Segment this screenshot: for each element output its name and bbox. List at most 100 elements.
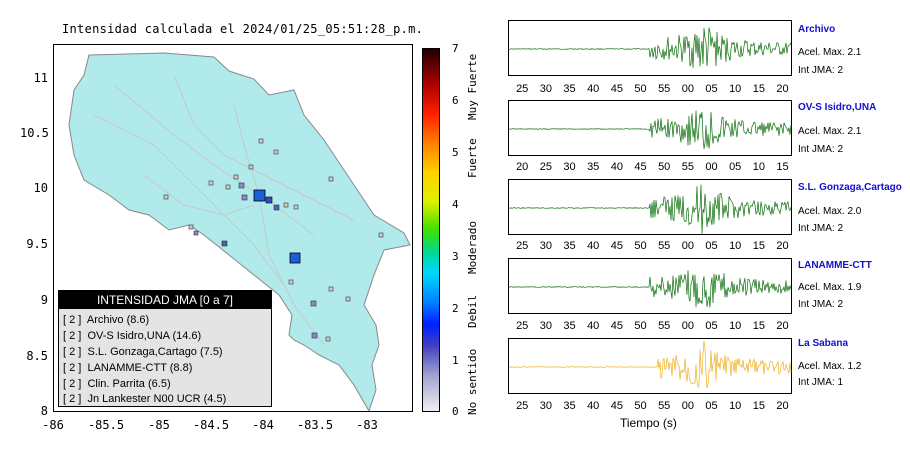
waveform-tick: 05: [705, 400, 718, 412]
waveform-tick: 25: [539, 161, 552, 173]
waveform-trace: [509, 340, 792, 389]
colorbar-tick: 6: [452, 94, 459, 107]
waveform-tick: 15: [752, 83, 765, 95]
waveform-tick: 50: [634, 320, 647, 332]
waveform-ticks: 20 25 30 35 40 45 50 55 00 05 10 15: [508, 161, 792, 173]
waveform-tick: 30: [539, 240, 552, 252]
waveform-tick: 55: [658, 83, 671, 95]
waveform-tick: 35: [563, 240, 576, 252]
waveform-tick: 10: [729, 400, 742, 412]
colorbar-label: Muy Fuerte: [466, 53, 479, 120]
waveform-tick: 20: [776, 240, 789, 252]
waveform-tick: 55: [658, 400, 671, 412]
waveform-tick: 30: [539, 400, 552, 412]
legend-level: [ 2 ]: [63, 393, 82, 405]
waveform-tick: 00: [681, 83, 694, 95]
station-acel: Acel. Max. 1.9: [798, 282, 862, 293]
colorbar-label: Moderado: [466, 221, 479, 274]
map-xtick: -85.5: [87, 418, 125, 432]
waveform-tick: 45: [610, 240, 623, 252]
waveform-tick: 20: [776, 400, 789, 412]
waveform-tick: 15: [752, 320, 765, 332]
legend-label: OV-S Isidro,UNA (14.6): [87, 330, 202, 342]
map-xtick: -83: [356, 418, 378, 432]
colorbar-tick: 4: [452, 198, 459, 211]
colorbar-label: Debil: [466, 294, 479, 328]
waveform-tick: 30: [539, 83, 552, 95]
waveform-tick: 55: [658, 240, 671, 252]
waveform-tick: 40: [587, 400, 600, 412]
colorbar-tick: 1: [452, 354, 459, 367]
waveform-tick: 45: [610, 83, 623, 95]
waveform-panel-lanamme: [508, 258, 792, 314]
waveform-panel-sl-gonzaga: [508, 179, 792, 235]
waveform-tick: 35: [563, 320, 576, 332]
waveform-tick: 10: [729, 83, 742, 95]
map-ytick: 10: [33, 181, 48, 195]
station-jma: Int JMA: 2: [798, 223, 844, 234]
waveform-panel-archivo: [508, 20, 792, 76]
waveform-line: [509, 110, 792, 149]
waveform-tick: 05: [705, 83, 718, 95]
waveform-tick: 05: [729, 161, 742, 173]
map-xtick: -85: [148, 418, 170, 432]
legend-label: Archivo (8.6): [86, 314, 150, 326]
waveform-tick: 25: [516, 320, 529, 332]
waveform-tick: 20: [776, 320, 789, 332]
station-acel: Acel. Max. 1.2: [798, 361, 862, 372]
intensity-colorbar: [422, 48, 440, 412]
waveform-tick: 00: [681, 240, 694, 252]
legend-label: S.L. Gonzaga,Cartago (7.5): [87, 346, 223, 358]
waveform-line: [509, 340, 792, 389]
waveform-tick: 00: [705, 161, 718, 173]
station-name: Archivo: [798, 24, 836, 35]
legend-label: LANAMME-CTT (8.8): [87, 362, 193, 374]
legend-row: [ 2 ] Jn Lankester N00 UCR (4.5): [63, 393, 226, 405]
legend-level: [ 2 ]: [63, 314, 82, 326]
waveform-tick: 45: [610, 320, 623, 332]
map-ytick: 9: [40, 293, 48, 307]
waveform-tick: 10: [729, 240, 742, 252]
map-ytick: 11: [33, 71, 48, 85]
map-ytick: 9.5: [26, 237, 48, 251]
colorbar-tick: 5: [452, 146, 459, 159]
waveform-tick: 35: [587, 161, 600, 173]
legend-row: [ 2 ] LANAMME-CTT (8.8): [63, 362, 192, 374]
waveform-ticks: 25 30 35 40 45 50 55 00 05 10 15 20: [508, 320, 792, 332]
waveform-tick: 55: [681, 161, 694, 173]
waveform-trace: [509, 270, 792, 308]
waveform-tick: 10: [729, 320, 742, 332]
colorbar-tick: 2: [452, 302, 459, 315]
waveform-tick: 00: [681, 320, 694, 332]
legend-label: Jn Lankester N00 UCR (4.5): [87, 393, 227, 405]
waveform-tick: 40: [610, 161, 623, 173]
waveform-tick: 30: [563, 161, 576, 173]
waveform-tick: 50: [634, 83, 647, 95]
waveform-tick: 15: [776, 161, 789, 173]
legend-level: [ 2 ]: [63, 378, 82, 390]
waveform-line: [509, 270, 792, 308]
waveform-trace: [509, 184, 792, 234]
station-jma: Int JMA: 2: [798, 144, 844, 155]
intensity-legend: INTENSIDAD JMA [0 a 7] [ 2 ] Archivo (8.…: [58, 290, 272, 407]
legend-level: [ 2 ]: [63, 362, 82, 374]
waveform-tick: 55: [658, 320, 671, 332]
waveform-tick: 25: [516, 400, 529, 412]
waveform-tick: 25: [516, 83, 529, 95]
waveform-line: [509, 184, 792, 234]
waveform-tick: 25: [516, 240, 529, 252]
waveform-tick: 40: [587, 83, 600, 95]
map-ytick: 8: [40, 404, 48, 418]
waveform-tick: 05: [705, 240, 718, 252]
map-xtick: -84: [252, 418, 274, 432]
land-shape: [68, 52, 411, 413]
map-xtick: -84.5: [192, 418, 230, 432]
waveform-tick: 45: [634, 161, 647, 173]
map-ytick: 8.5: [26, 349, 48, 363]
waveform-ticks: 25 30 35 40 45 50 55 00 05 10 15 20: [508, 400, 792, 412]
station-jma: Int JMA: 2: [798, 65, 844, 76]
station-name: La Sabana: [798, 338, 849, 349]
station-acel: Acel. Max. 2.1: [798, 47, 862, 58]
legend-row: [ 2 ] Archivo (8.6): [63, 314, 149, 326]
waveform-tick: 20: [516, 161, 529, 173]
